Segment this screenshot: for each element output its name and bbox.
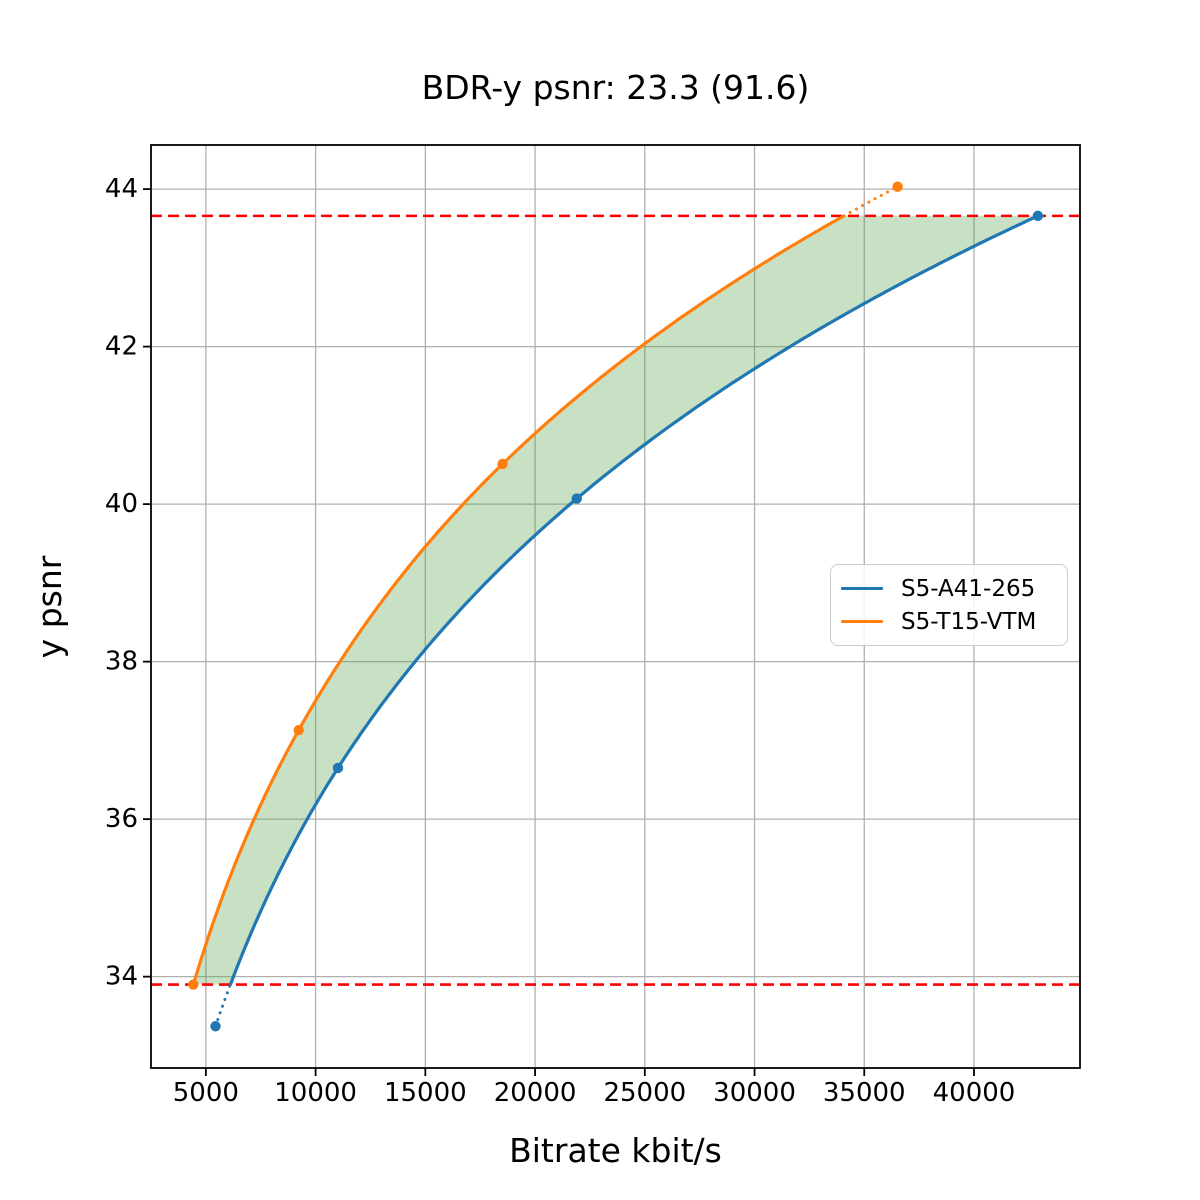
axes-frame (150, 144, 1081, 1069)
data-point-marker (497, 458, 508, 470)
data-point-marker (210, 1021, 221, 1032)
legend-line-swatch (841, 586, 883, 591)
data-point-marker (332, 762, 344, 774)
legend: S5-A41-265 S5-T15-VTM (830, 564, 1068, 646)
x-tick-label: 35000 (823, 1078, 906, 1108)
legend-entry: S5-A41-265 (841, 576, 1057, 602)
y-tick-label: 36 (105, 804, 138, 834)
legend-label: S5-T15-VTM (901, 608, 1037, 635)
x-tick-label: 30000 (713, 1078, 796, 1108)
data-point-marker (571, 493, 582, 504)
legend-line-swatch (841, 619, 883, 624)
y-tick-label: 40 (105, 489, 138, 519)
x-tick-label: 25000 (603, 1078, 686, 1108)
rd-curve-extrapolated (214, 983, 232, 1028)
data-point-marker (892, 181, 903, 192)
y-tick-label: 38 (105, 647, 138, 677)
x-axis-label: Bitrate kbit/s (509, 1131, 722, 1170)
legend-entry: S5-T15-VTM (841, 609, 1057, 635)
legend-label: S5-A41-265 (901, 575, 1036, 602)
data-point-marker (293, 724, 304, 736)
y-axis-label: y psnr (30, 555, 69, 659)
rd-curve-extrapolated (842, 185, 900, 218)
y-tick-label: 44 (105, 174, 138, 204)
chart-title: BDR-y psnr: 23.3 (91.6) (421, 68, 810, 107)
y-tick-label: 34 (105, 962, 138, 992)
x-tick-label: 10000 (274, 1078, 357, 1108)
x-tick-label: 20000 (494, 1078, 577, 1108)
bd-rate-overlap-area (193, 215, 1038, 985)
x-tick-label: 15000 (384, 1078, 467, 1108)
data-point-marker (1032, 210, 1044, 222)
data-point-marker (188, 979, 199, 990)
rd-curve (228, 214, 1039, 986)
y-tick-label: 42 (105, 332, 138, 362)
x-tick-label: 5000 (173, 1078, 239, 1108)
x-tick-label: 40000 (933, 1078, 1016, 1108)
rd-curve (191, 214, 845, 985)
